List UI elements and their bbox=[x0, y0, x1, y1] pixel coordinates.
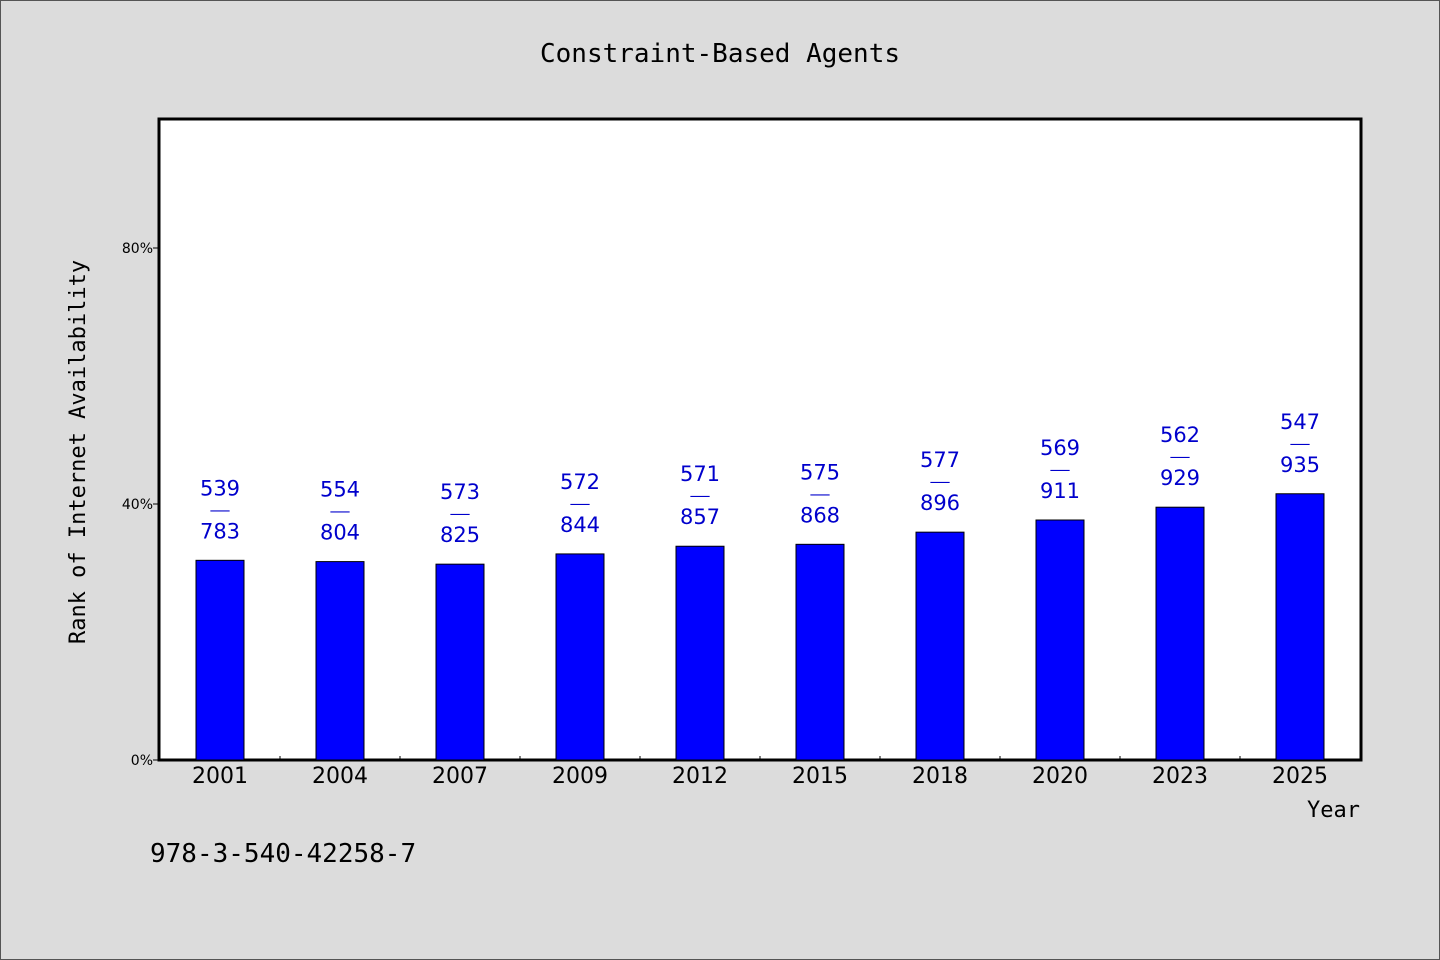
bar-label-top: 575 bbox=[800, 460, 840, 484]
bar-label-bottom: 844 bbox=[560, 513, 600, 537]
bar-label-separator: —— bbox=[930, 472, 950, 491]
bar bbox=[435, 563, 485, 761]
bar bbox=[1035, 519, 1085, 761]
x-tick-label: 2001 bbox=[192, 764, 248, 789]
y-tick-label: 80% bbox=[122, 241, 153, 257]
chart-title: Constraint-Based Agents bbox=[540, 39, 900, 69]
bar-label-bottom: 804 bbox=[320, 521, 360, 545]
bar-label-bottom: 857 bbox=[680, 505, 720, 529]
bar bbox=[795, 543, 845, 761]
bar-label-separator: —— bbox=[570, 494, 590, 513]
y-axis-label: Rank of Internet Availability bbox=[66, 260, 91, 644]
bar-label-separator: —— bbox=[330, 502, 350, 521]
bar-label-bottom: 929 bbox=[1160, 466, 1200, 490]
bar-label-top: 572 bbox=[560, 470, 600, 494]
x-tick-label: 2015 bbox=[792, 764, 848, 789]
bar bbox=[315, 561, 365, 761]
x-tick-label: 2025 bbox=[1272, 764, 1328, 789]
bar-label-top: 554 bbox=[320, 478, 360, 502]
bar-label-separator: —— bbox=[1050, 460, 1070, 479]
x-tick-label: 2023 bbox=[1152, 764, 1208, 789]
bar-label-separator: —— bbox=[1170, 447, 1190, 466]
y-tick-label: 40% bbox=[122, 497, 153, 513]
bar-label-top: 547 bbox=[1280, 410, 1320, 434]
bar bbox=[1275, 493, 1325, 761]
bar-label-separator: —— bbox=[810, 484, 830, 503]
x-tick-label: 2012 bbox=[672, 764, 728, 789]
bar bbox=[1155, 506, 1205, 761]
x-tick-label: 2007 bbox=[432, 764, 488, 789]
y-tick-label: 0% bbox=[131, 753, 153, 769]
x-tick-label: 2004 bbox=[312, 764, 368, 789]
x-tick-label: 2009 bbox=[552, 764, 608, 789]
bar-label-bottom: 783 bbox=[200, 519, 240, 543]
bar-label-top: 573 bbox=[440, 480, 480, 504]
bar-label-top: 539 bbox=[200, 476, 240, 500]
bar-label-bottom: 935 bbox=[1280, 453, 1320, 477]
bar-label-separator: —— bbox=[210, 500, 230, 519]
bar-label-separator: —— bbox=[690, 486, 710, 505]
bar bbox=[555, 553, 605, 761]
bar-label-bottom: 896 bbox=[920, 491, 960, 515]
bar-label-bottom: 911 bbox=[1040, 479, 1080, 503]
bar bbox=[915, 531, 965, 761]
x-tick-label: 2018 bbox=[912, 764, 968, 789]
bar-label-bottom: 825 bbox=[440, 523, 480, 547]
bar-label-bottom: 868 bbox=[800, 503, 840, 527]
x-axis-label: Year bbox=[1307, 798, 1360, 823]
bar-label-top: 569 bbox=[1040, 436, 1080, 460]
bar bbox=[195, 559, 245, 761]
bar bbox=[675, 545, 725, 761]
bar-label-separator: —— bbox=[450, 504, 470, 523]
bar-label-separator: —— bbox=[1290, 434, 1310, 453]
bar-label-top: 577 bbox=[920, 448, 960, 472]
bar-label-top: 562 bbox=[1160, 423, 1200, 447]
bar-label-top: 571 bbox=[680, 462, 720, 486]
footer-code: 978-3-540-42258-7 bbox=[150, 839, 416, 869]
x-tick-label: 2020 bbox=[1032, 764, 1088, 789]
